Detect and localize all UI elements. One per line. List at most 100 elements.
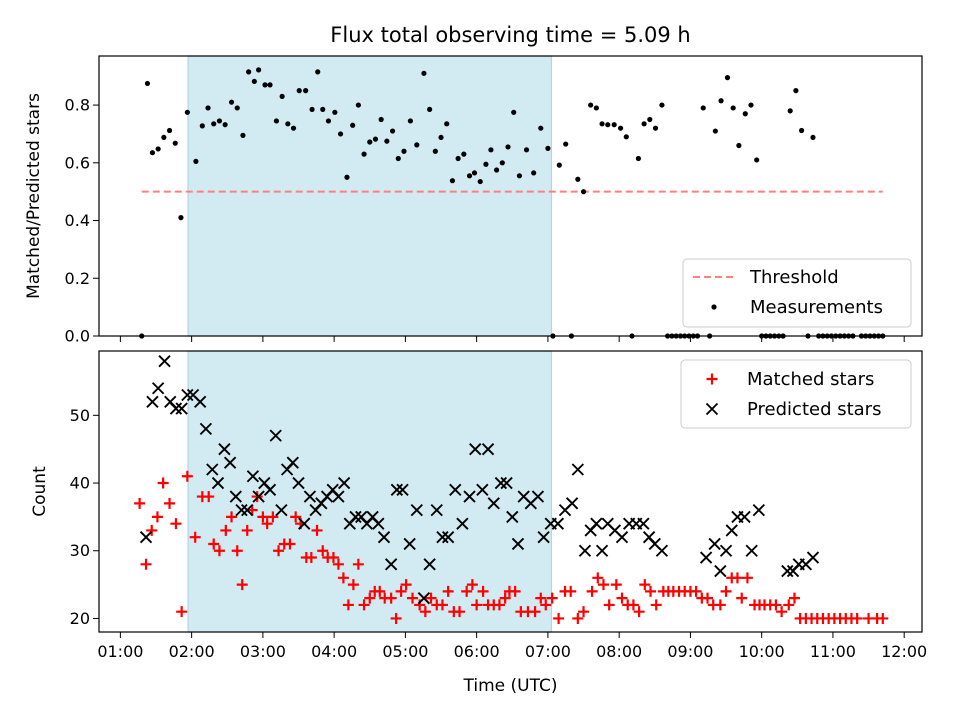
measurement-point [461, 151, 467, 157]
top-observing-span [187, 55, 553, 337]
measurement-point [421, 70, 427, 76]
bottom-legend-box [680, 359, 912, 429]
matched-star-point [419, 606, 431, 618]
legend-matched-label: Matched stars [747, 369, 874, 390]
matched-star-point [305, 552, 317, 564]
measurement-point [531, 170, 537, 176]
legend-predicted-label: Predicted stars [747, 399, 881, 420]
matched-star-point [529, 606, 541, 618]
matched-star-point [436, 599, 448, 611]
measurement-point [724, 75, 731, 81]
x-tick-label: 10:00 [739, 642, 785, 661]
matched-star-point [189, 531, 201, 543]
predicted-star-point [551, 517, 565, 530]
predicted-star-point [738, 510, 751, 524]
matched-star-point [327, 552, 339, 564]
matched-star-point [425, 592, 437, 604]
predicted-star-point [806, 551, 820, 564]
chart-title: Flux total observing time = 5.09 h [330, 23, 690, 47]
predicted-star-point [637, 517, 650, 530]
measurement-point [222, 122, 228, 128]
predicted-star-point [396, 483, 409, 496]
matched-star-point [741, 572, 753, 584]
matched-star-point [390, 612, 402, 624]
x-tick-label: 11:00 [810, 642, 856, 661]
bottom-y-axis-label: Count [30, 466, 50, 517]
x-tick-label: 09:00 [667, 642, 713, 661]
measurement-point [155, 146, 161, 152]
matched-star-point [783, 599, 795, 611]
predicted-star-point [223, 456, 237, 469]
measurement-point [361, 151, 367, 157]
matched-star-point [164, 497, 176, 509]
bottom-panel: 20 30 40 50 01:00 02:00 03:00 04:00 05:00 06:00 07… [30, 350, 927, 696]
measurement-point [449, 178, 456, 184]
matched-star-point [407, 592, 419, 604]
measurement-point [477, 178, 483, 185]
matched-star-point [400, 579, 412, 591]
measurement-point [588, 102, 594, 108]
measurement-point [216, 118, 223, 124]
measurement-point [372, 136, 379, 142]
measurement-point [652, 125, 659, 131]
matched-star-point [770, 599, 782, 611]
measurement-point [494, 167, 500, 173]
matched-star-point [352, 558, 364, 570]
predicted-star-point [487, 497, 500, 510]
top-axes-frame [98, 55, 923, 337]
matched-star-point [597, 579, 609, 591]
matched-star-point [616, 592, 628, 604]
measurement-point [401, 148, 407, 154]
matched-star-point [157, 477, 169, 489]
matched-star-point [332, 558, 344, 570]
measurement-point [367, 139, 373, 145]
predicted-star-point [615, 531, 629, 544]
matched-star-point [546, 592, 558, 604]
predicted-star-point [275, 503, 288, 517]
matched-star-point [499, 592, 511, 604]
predicted-star-point [476, 483, 489, 496]
measurement-point [228, 99, 235, 105]
predicted-star-point [384, 558, 398, 571]
measurement-point [516, 173, 523, 179]
predicted-star-point [481, 443, 495, 456]
measurement-point [605, 122, 611, 128]
measurement-point [505, 144, 511, 150]
matched-star-point [702, 592, 714, 604]
y-tick-label: 50 [70, 406, 90, 425]
matched-star-point [851, 612, 863, 624]
matched-star-point [267, 511, 279, 523]
measurement-point [166, 127, 173, 134]
predicted-star-point [206, 463, 219, 476]
matched-star-point [471, 599, 483, 611]
measurement-point [344, 174, 350, 180]
predicted-star-point [139, 531, 153, 544]
predicted-star-point [590, 517, 603, 530]
measurement-point [234, 105, 240, 111]
measurement-point [290, 125, 297, 131]
predicted-star-point [417, 591, 431, 605]
matched-star-point [736, 592, 748, 604]
measurement-point [787, 108, 793, 114]
matched-star-point [477, 585, 489, 597]
legend-predicted-marker [705, 402, 719, 416]
measurement-point [273, 118, 280, 124]
predicted-star-point [390, 483, 404, 496]
matched-star-point [461, 585, 473, 597]
matched-star-point [203, 491, 215, 503]
predicted-star-point [708, 537, 721, 551]
measurement-point [161, 134, 167, 141]
matched-star-point [610, 579, 622, 591]
matched-star-point [535, 592, 547, 604]
predicted-star-point [531, 490, 545, 503]
matched-star-point [257, 511, 269, 523]
measurement-point [563, 141, 569, 147]
predicted-star-point [298, 517, 311, 530]
predicted-star-point [494, 476, 508, 490]
predicted-star-point [235, 503, 248, 517]
matched-star-point [714, 599, 726, 611]
measurement-point [332, 109, 338, 115]
predicted-star-point [469, 443, 482, 456]
x-tick-label: 04:00 [311, 642, 357, 661]
predicted-star-point [745, 544, 758, 557]
